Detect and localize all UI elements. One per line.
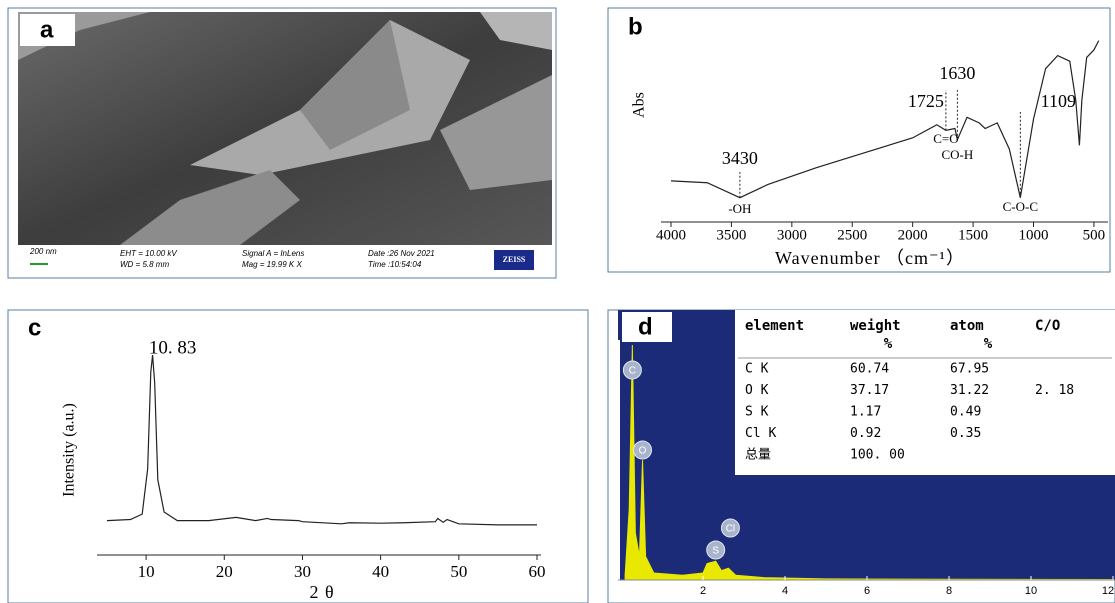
x-tick-label: 10 — [1025, 585, 1037, 597]
sem-panel: 200 nm EHT = 10.00 kV WD = 5.8 mm Signal… — [8, 8, 556, 278]
table-cell: 67.95 — [950, 362, 989, 377]
table-cell: O K — [745, 383, 769, 398]
table-header: weight — [850, 318, 901, 334]
peak-label: C — [629, 366, 636, 377]
peak-group: CO-H — [941, 147, 973, 162]
table-cell: 总量 — [745, 448, 771, 463]
scale-label: 200 nm — [29, 247, 57, 256]
x-tick-label: 3000 — [777, 227, 807, 243]
table-cell: 1.17 — [850, 405, 881, 420]
peak-group: -OH — [728, 201, 751, 216]
figure: 200 nm EHT = 10.00 kV WD = 5.8 mm Signal… — [0, 0, 1115, 603]
sem-info: Time :10:54:04 — [368, 260, 422, 269]
x-tick-label: 1500 — [958, 227, 988, 243]
x-tick-label: 60 — [529, 562, 546, 581]
x-tick-label: 10 — [138, 562, 155, 581]
x-tick-label: 40 — [372, 562, 389, 581]
table-header: atom — [950, 318, 984, 334]
logo: ZEISS — [503, 255, 526, 264]
panel-label: b — [628, 13, 643, 40]
peak-label: 10. 83 — [149, 337, 197, 358]
x-tick-label: 50 — [450, 562, 467, 581]
table-cell: 60.74 — [850, 362, 889, 377]
x-tick-label: 8 — [946, 585, 952, 597]
x-tick-label: 1000 — [1019, 227, 1049, 243]
table-cell: 0.49 — [950, 405, 981, 420]
x-tick-label: 500 — [1083, 227, 1106, 243]
table-header: % — [984, 336, 993, 352]
peak-label: Cl — [726, 524, 735, 535]
peak-label: 3430 — [722, 148, 758, 168]
x-tick-label: 3500 — [716, 227, 746, 243]
sem-info: Date :26 Nov 2021 — [368, 249, 435, 258]
peak-label: 1725 — [908, 91, 944, 111]
panel-label: a — [40, 16, 54, 43]
x-tick-label: 2 — [700, 585, 706, 597]
table-header: % — [884, 336, 893, 352]
peak-label: O — [639, 446, 647, 457]
peak-label: 1630 — [939, 63, 975, 83]
y-axis-label: Abs — [631, 92, 648, 118]
x-tick-label: 2000 — [898, 227, 928, 243]
x-axis-label: 2 θ — [309, 582, 334, 602]
x-tick-label: 30 — [294, 562, 311, 581]
table-header: C/O — [1035, 318, 1060, 334]
table-cell: S K — [745, 405, 769, 420]
table-cell: 100. 00 — [850, 448, 905, 463]
sem-info: EHT = 10.00 kV — [120, 249, 177, 258]
peak-label: 1109 — [1041, 91, 1076, 111]
x-axis-label: Wavenumber （cm⁻¹） — [775, 248, 965, 268]
x-tick-label: 4000 — [656, 227, 686, 243]
x-tick-label: 2500 — [837, 227, 867, 243]
sem-info: Mag = 19.99 K X — [242, 260, 302, 269]
table-cell: C K — [745, 362, 769, 377]
x-tick-label: 4 — [782, 585, 788, 597]
table-cell: 37.17 — [850, 383, 889, 398]
page: { "sem_image": {"panel_label": "a", "sca… — [0, 0, 1115, 603]
panel-label: d — [638, 313, 653, 340]
y-axis-label: Intensity (a.u.) — [61, 403, 78, 497]
table-cell: Cl K — [745, 426, 776, 441]
peak-group: C-O-C — [1003, 199, 1038, 214]
table-header: element — [745, 318, 804, 334]
sem-info: Signal A = InLens — [242, 249, 304, 258]
x-tick-label: 20 — [216, 562, 233, 581]
x-tick-label: 6 — [864, 585, 870, 597]
table-cell: 2. 18 — [1035, 383, 1074, 398]
panel-frame — [8, 310, 588, 603]
sem-info: WD = 5.8 mm — [120, 260, 169, 269]
table-cell: 31.22 — [950, 383, 989, 398]
peak-group: C=O — [933, 131, 958, 146]
table-cell: 0.92 — [850, 426, 881, 441]
x-tick-label: 12 — [1102, 585, 1114, 597]
table-cell: 0.35 — [950, 426, 981, 441]
panel-label: c — [28, 314, 41, 341]
peak-label: S — [712, 546, 719, 557]
